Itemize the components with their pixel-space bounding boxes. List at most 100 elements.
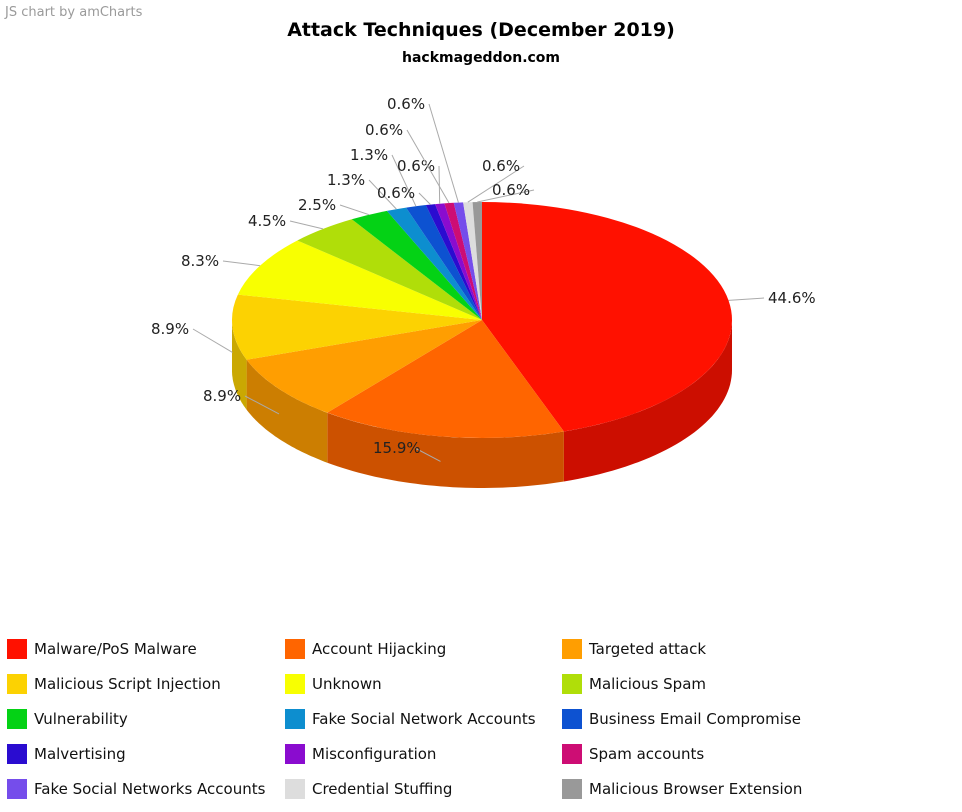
label-leader-line-8 bbox=[368, 179, 397, 210]
pie-labels: 44.6% 15.9% 8.9% 8.9% 8.3% 4.5% 2.5% 1.3% 1.3% 0.… bbox=[151, 95, 816, 462]
legend-item-3[interactable]: Targeted attack bbox=[562, 637, 706, 661]
slice-label-4: 8.9% bbox=[151, 320, 189, 338]
label-leader-line-14 bbox=[467, 165, 525, 203]
slice-label-10: 0.6% bbox=[377, 184, 415, 202]
legend-label: Malicious Script Injection bbox=[34, 675, 221, 693]
label-leader-line-12 bbox=[406, 129, 450, 204]
legend-label: Unknown bbox=[312, 675, 382, 693]
label-leader-line-2 bbox=[414, 447, 441, 462]
legend-label: Malware/PoS Malware bbox=[34, 640, 197, 658]
legend-swatch bbox=[285, 709, 305, 729]
label-leader-line-4 bbox=[192, 328, 233, 353]
slice-label-15: 0.6% bbox=[492, 181, 530, 199]
label-leader-line-3 bbox=[244, 395, 280, 415]
legend-item-13[interactable]: Fake Social Networks Accounts bbox=[7, 777, 265, 801]
pie-slice-4[interactable] bbox=[231, 294, 482, 360]
pie-slice-13[interactable] bbox=[453, 202, 482, 320]
pie-chart: 44.6% 15.9% 8.9% 8.9% 8.3% 4.5% 2.5% 1.3% 1.3% 0.… bbox=[151, 95, 816, 488]
pie-side-4 bbox=[232, 320, 247, 410]
pie-side-3 bbox=[246, 359, 328, 463]
slice-label-7: 2.5% bbox=[298, 196, 336, 214]
slice-label-9: 1.3% bbox=[350, 146, 388, 164]
label-leader-line-9 bbox=[391, 154, 417, 207]
legend-label: Malicious Browser Extension bbox=[589, 780, 803, 798]
legend-swatch bbox=[562, 709, 582, 729]
legend-item-15[interactable]: Malicious Browser Extension bbox=[562, 777, 802, 801]
legend-item-11[interactable]: Misconfiguration bbox=[285, 742, 436, 766]
legend-item-2[interactable]: Account Hijacking bbox=[285, 637, 446, 661]
slice-label-5: 8.3% bbox=[181, 252, 219, 270]
legend-item-9[interactable]: Business Email Compromise bbox=[562, 707, 801, 731]
legend-item-1[interactable]: Malware/PoS Malware bbox=[7, 637, 197, 661]
legend-swatch bbox=[7, 639, 27, 659]
pie-sides bbox=[232, 320, 732, 488]
legend-label: Credential Stuffing bbox=[312, 780, 453, 798]
legend-item-4[interactable]: Malicious Script Injection bbox=[7, 672, 221, 696]
legend-label: Malicious Spam bbox=[589, 675, 706, 693]
slice-label-6: 4.5% bbox=[248, 212, 286, 230]
pie-slice-15[interactable] bbox=[472, 201, 482, 320]
legend-item-8[interactable]: Fake Social Network Accounts bbox=[285, 707, 536, 731]
pie-slice-14[interactable] bbox=[463, 202, 482, 320]
amcharts-credit-link[interactable]: JS chart by amCharts bbox=[5, 5, 143, 20]
legend-item-14[interactable]: Credential Stuffing bbox=[285, 777, 452, 801]
slice-label-11: 0.6% bbox=[397, 157, 435, 175]
legend-label: Targeted attack bbox=[589, 640, 707, 658]
pie-slice-3[interactable] bbox=[246, 320, 482, 413]
pie-slice-7[interactable] bbox=[351, 210, 482, 320]
label-leader-line-15 bbox=[477, 189, 535, 203]
slice-label-12: 0.6% bbox=[365, 121, 403, 139]
legend-label: Fake Social Networks Accounts bbox=[34, 780, 266, 798]
label-leader-line-6 bbox=[289, 220, 324, 230]
legend-label: Misconfiguration bbox=[312, 745, 437, 763]
slice-label-8: 1.3% bbox=[327, 171, 365, 189]
legend-item-7[interactable]: Vulnerability bbox=[7, 707, 128, 731]
slice-label-1: 44.6% bbox=[768, 289, 816, 307]
legend-label: Account Hijacking bbox=[312, 640, 447, 658]
pie-side-2 bbox=[327, 412, 564, 488]
pie-slice-9[interactable] bbox=[406, 205, 482, 320]
pie-slice-11[interactable] bbox=[435, 203, 482, 320]
legend-swatch bbox=[7, 709, 27, 729]
label-leader-line-10 bbox=[418, 192, 431, 205]
pie-side-1 bbox=[563, 320, 732, 482]
legend-swatch bbox=[285, 639, 305, 659]
slice-label-14: 0.6% bbox=[482, 157, 520, 175]
legend-swatch bbox=[562, 674, 582, 694]
legend-label: Spam accounts bbox=[589, 745, 705, 763]
pie-slice-8[interactable] bbox=[386, 207, 482, 320]
legend-swatch bbox=[7, 744, 27, 764]
pie-slice-6[interactable] bbox=[297, 219, 482, 320]
label-leader-line-11 bbox=[438, 165, 441, 204]
pie-slice-5[interactable] bbox=[237, 240, 482, 320]
label-leader-line-1 bbox=[728, 297, 765, 301]
chart-subtitle: hackmageddon.com bbox=[401, 50, 561, 66]
legend-label: Malvertising bbox=[34, 745, 126, 763]
slice-label-13: 0.6% bbox=[387, 95, 425, 113]
legend-swatch bbox=[285, 779, 305, 799]
slice-label-2: 15.9% bbox=[373, 439, 421, 457]
legend-swatch bbox=[562, 639, 582, 659]
legend-swatch bbox=[562, 744, 582, 764]
legend-swatch bbox=[285, 744, 305, 764]
legend-swatch bbox=[7, 674, 27, 694]
legend-item-10[interactable]: Malvertising bbox=[7, 742, 126, 766]
legend-label: Fake Social Network Accounts bbox=[312, 710, 536, 728]
legend-item-5[interactable]: Unknown bbox=[285, 672, 382, 696]
label-leader-line-7 bbox=[339, 204, 370, 216]
pie-top bbox=[231, 201, 732, 438]
legend-swatch bbox=[285, 674, 305, 694]
legend-swatch bbox=[562, 779, 582, 799]
legend-swatch bbox=[7, 779, 27, 799]
legend-item-12[interactable]: Spam accounts bbox=[562, 742, 704, 766]
pie-slice-10[interactable] bbox=[425, 204, 482, 320]
pie-slice-12[interactable] bbox=[444, 202, 482, 320]
label-leader-line-5 bbox=[222, 260, 261, 267]
legend-label: Business Email Compromise bbox=[589, 710, 801, 728]
chart-title: Attack Techniques (December 2019) bbox=[287, 19, 675, 41]
label-leader-line-13 bbox=[428, 103, 459, 203]
slice-label-3: 8.9% bbox=[203, 387, 241, 405]
pie-slice-1[interactable] bbox=[482, 202, 732, 432]
pie-slice-2[interactable] bbox=[327, 320, 564, 438]
legend-item-6[interactable]: Malicious Spam bbox=[562, 672, 706, 696]
